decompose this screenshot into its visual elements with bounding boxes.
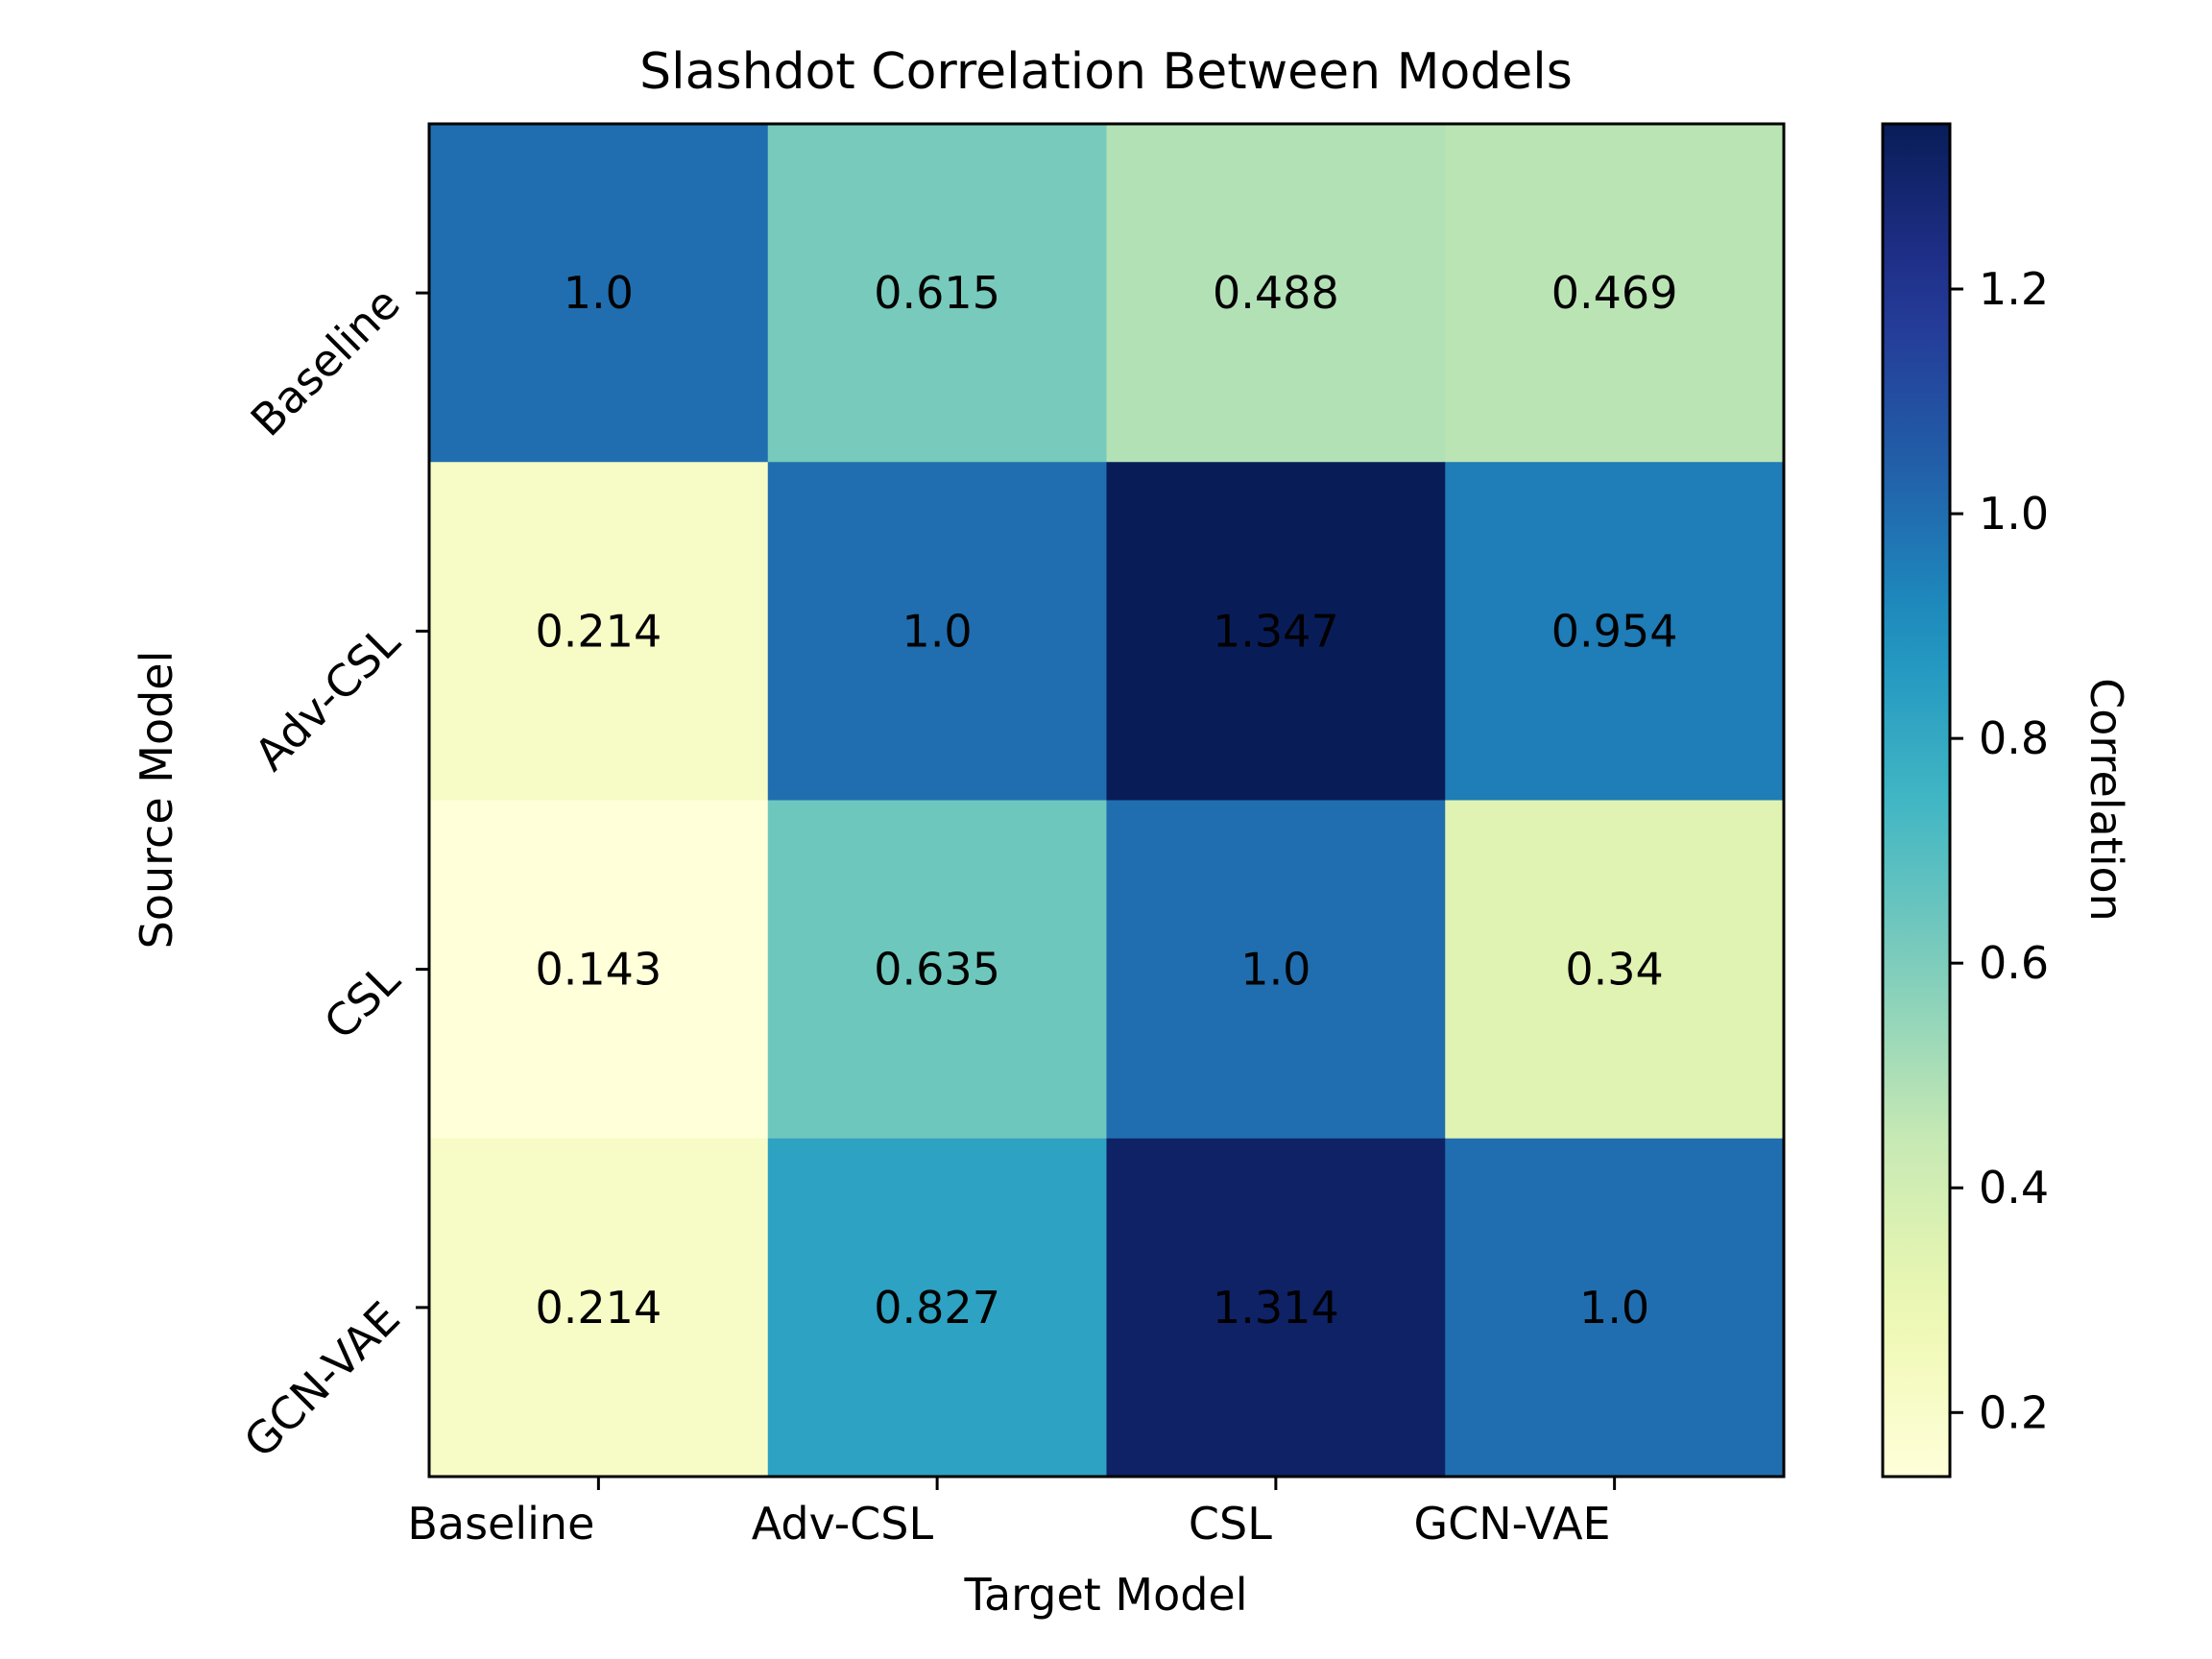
cell-value-label: 0.827 — [874, 1282, 1000, 1334]
x-tick-label: Adv-CSL — [752, 1498, 934, 1550]
x-axis-title: Target Model — [963, 1569, 1247, 1621]
cell-value-label: 0.635 — [874, 944, 1000, 996]
heatmap-cell — [767, 462, 1107, 801]
cell-value-label: 0.214 — [536, 605, 662, 657]
heatmap-cell — [429, 124, 769, 463]
cell-value-label: 1.0 — [902, 605, 973, 657]
cell-value-label: 0.143 — [536, 944, 662, 996]
heatmap-cells: 1.0 0.615 0.488 0.469 0.214 1.0 1.347 0.954 0.14… — [429, 124, 1785, 1478]
y-tick-label: GCN-VAE — [234, 1291, 410, 1467]
plot-frame — [427, 122, 1786, 1479]
y-tick-label: Adv-CSL — [245, 615, 410, 781]
colorbar-tick-label: 0.6 — [1979, 937, 2049, 989]
cell-value-label: 1.0 — [1240, 944, 1310, 996]
heatmap-cell — [1106, 124, 1446, 463]
heatmap-cell — [1445, 1138, 1785, 1478]
cell-value-label: 1.0 — [564, 267, 634, 319]
cell-value-label: 0.954 — [1551, 605, 1678, 657]
chart-title: Slashdot Correlation Between Models — [639, 43, 1573, 101]
heatmap-cell — [767, 1138, 1107, 1478]
heatmap-cell — [1106, 462, 1446, 801]
colorbar-tick-label: 1.2 — [1979, 263, 2049, 315]
y-axis-title: Source Model — [131, 651, 182, 950]
colorbar-tick-label: 0.4 — [1979, 1162, 2049, 1214]
x-tick-label: Baseline — [407, 1498, 594, 1550]
colorbar-tick-label: 0.8 — [1979, 712, 2049, 764]
cell-value-label: 1.347 — [1213, 605, 1339, 657]
cell-value-label: 1.314 — [1213, 1282, 1339, 1334]
colorbar-tick-label: 0.2 — [1979, 1386, 2049, 1438]
heatmap-cell — [767, 800, 1107, 1140]
x-tick-label: CSL — [1189, 1498, 1272, 1550]
cell-value-label: 1.0 — [1579, 1282, 1649, 1334]
heatmap-cell — [1106, 1138, 1446, 1478]
colorbar: 0.2 0.4 0.6 0.8 1.0 1.2 — [1881, 122, 2049, 1479]
cell-value-label: 0.615 — [874, 267, 1000, 319]
cell-value-label: 0.34 — [1565, 944, 1663, 996]
colorbar-tick-label: 1.0 — [1979, 488, 2049, 540]
y-tick-label: CSL — [314, 953, 410, 1049]
cell-value-label: 0.469 — [1551, 267, 1678, 319]
cell-value-label: 0.488 — [1213, 267, 1339, 319]
heatmap-cell — [1445, 462, 1785, 801]
cell-value-label: 0.214 — [536, 1282, 662, 1334]
heatmap-cell — [429, 800, 769, 1140]
heatmap-cell — [429, 1138, 769, 1478]
x-tick-label: GCN-VAE — [1413, 1498, 1610, 1550]
heatmap-cell — [1106, 800, 1446, 1140]
heatmap-cell — [1445, 800, 1785, 1140]
colorbar-gradient — [1881, 122, 1952, 1479]
heatmap-cell — [1445, 124, 1785, 463]
heatmap-cell — [429, 462, 769, 801]
colorbar-title: Correlation — [2080, 678, 2132, 922]
y-tick-label: Baseline — [241, 277, 410, 446]
heatmap-cell — [767, 124, 1107, 463]
